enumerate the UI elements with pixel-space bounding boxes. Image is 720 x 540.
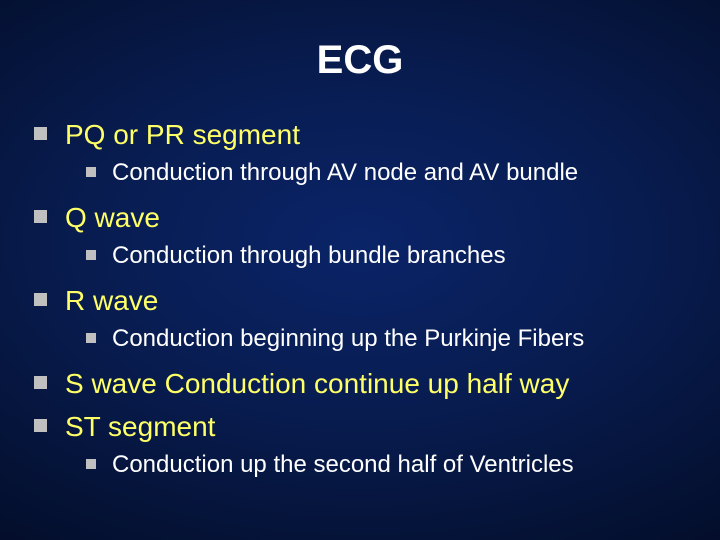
list-subitem-text: Conduction beginning up the Purkinje Fib… xyxy=(112,324,584,354)
list-subitem: Conduction through bundle branches xyxy=(34,241,720,271)
square-bullet-icon xyxy=(34,210,47,223)
list-subitem: Conduction up the second half of Ventric… xyxy=(34,450,720,480)
list-item-text: Q wave xyxy=(65,200,160,235)
square-bullet-icon xyxy=(34,127,47,140)
square-bullet-icon xyxy=(86,333,96,343)
list-subitem-text: Conduction through bundle branches xyxy=(112,241,506,271)
list-item: R wave xyxy=(34,283,720,318)
list-item-text: R wave xyxy=(65,283,158,318)
square-bullet-icon xyxy=(86,167,96,177)
list-subitem: Conduction through AV node and AV bundle xyxy=(34,158,720,188)
square-bullet-icon xyxy=(34,376,47,389)
slide-title: ECG xyxy=(0,38,720,83)
slide: ECG PQ or PR segment Conduction through … xyxy=(0,0,720,540)
square-bullet-icon xyxy=(86,459,96,469)
list-item: ST segment xyxy=(34,409,720,444)
slide-content: PQ or PR segment Conduction through AV n… xyxy=(0,117,720,480)
list-subitem: Conduction beginning up the Purkinje Fib… xyxy=(34,324,720,354)
list-item-text: ST segment xyxy=(65,409,215,444)
square-bullet-icon xyxy=(86,250,96,260)
square-bullet-icon xyxy=(34,419,47,432)
list-subitem-text: Conduction through AV node and AV bundle xyxy=(112,158,578,188)
list-item: PQ or PR segment xyxy=(34,117,720,152)
list-item: Q wave xyxy=(34,200,720,235)
list-item-text: PQ or PR segment xyxy=(65,117,300,152)
list-item: S wave Conduction continue up half way xyxy=(34,366,720,401)
list-subitem-text: Conduction up the second half of Ventric… xyxy=(112,450,574,480)
list-item-text: S wave Conduction continue up half way xyxy=(65,366,569,401)
square-bullet-icon xyxy=(34,293,47,306)
